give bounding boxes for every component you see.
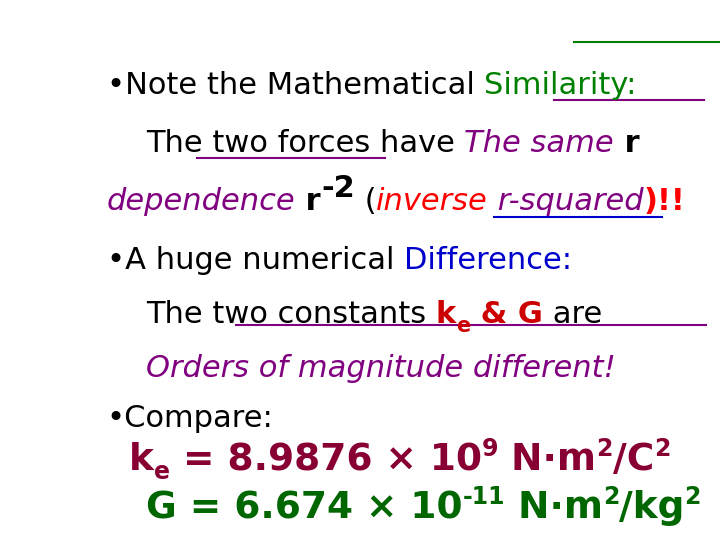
Text: )!!: )!! bbox=[644, 187, 685, 217]
Text: 9: 9 bbox=[482, 437, 498, 462]
Text: k: k bbox=[436, 300, 456, 329]
Text: -11: -11 bbox=[462, 485, 505, 509]
Text: The two constants: The two constants bbox=[145, 300, 436, 329]
Text: Similarity:: Similarity: bbox=[485, 71, 636, 100]
Text: &: & bbox=[670, 442, 720, 478]
Text: •A huge numerical: •A huge numerical bbox=[107, 246, 404, 274]
Text: e: e bbox=[154, 461, 170, 484]
Text: 2: 2 bbox=[603, 485, 619, 509]
Text: dependence: dependence bbox=[107, 187, 295, 217]
Text: Difference:: Difference: bbox=[404, 246, 572, 274]
Text: 2: 2 bbox=[654, 437, 670, 462]
Text: r: r bbox=[295, 187, 321, 217]
Text: N·m: N·m bbox=[498, 442, 596, 478]
Text: 2: 2 bbox=[596, 437, 613, 462]
Text: The same: The same bbox=[464, 129, 614, 158]
Text: G = 6.674 × 10: G = 6.674 × 10 bbox=[145, 490, 462, 526]
Text: (: ( bbox=[355, 187, 377, 217]
Text: r-squared: r-squared bbox=[488, 187, 644, 217]
Text: •Note the Mathematical: •Note the Mathematical bbox=[107, 71, 485, 100]
Text: r: r bbox=[614, 129, 639, 158]
Text: N·m: N·m bbox=[505, 490, 603, 526]
Text: /kg: /kg bbox=[619, 490, 685, 526]
Text: are: are bbox=[543, 300, 603, 329]
Text: inverse: inverse bbox=[377, 187, 488, 217]
Text: •Compare:: •Compare: bbox=[107, 403, 274, 433]
Text: -2: -2 bbox=[321, 173, 355, 202]
Text: & G: & G bbox=[470, 300, 543, 329]
Text: k: k bbox=[129, 442, 154, 478]
Text: 2: 2 bbox=[685, 485, 701, 509]
Text: /C: /C bbox=[613, 442, 654, 478]
Text: Orders of magnitude different!: Orders of magnitude different! bbox=[145, 354, 616, 383]
Text: The two forces have: The two forces have bbox=[145, 129, 464, 158]
Text: = 8.9876 × 10: = 8.9876 × 10 bbox=[170, 442, 482, 478]
Text: e: e bbox=[456, 316, 470, 336]
